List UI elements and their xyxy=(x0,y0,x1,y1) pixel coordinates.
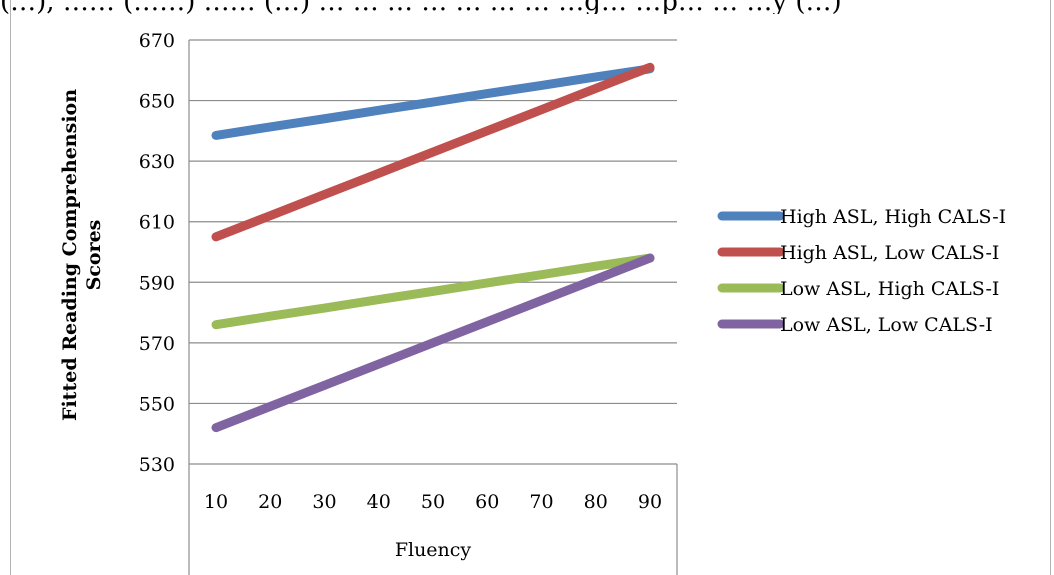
legend-label-4: Low ASL, Low CALS-I xyxy=(780,314,993,336)
x-tick-label: 20 xyxy=(258,491,282,513)
y-tick-label: 670 xyxy=(139,30,175,52)
y-tick-label: 530 xyxy=(139,454,175,476)
x-axis-title: Fluency xyxy=(395,539,472,561)
y-axis-title-line-1: Fitted Reading Comprehension xyxy=(59,89,81,421)
x-tick-label: 70 xyxy=(529,491,553,513)
y-axis-title-line-2: Scores xyxy=(83,220,105,291)
legend: High ASL, High CALS-I High ASL, Low CALS-… xyxy=(717,206,1006,336)
series-line-4 xyxy=(211,253,655,433)
caption-fragment: (…), …… (……) …… (…) … … … … … … … …g… …p… xyxy=(0,0,1054,14)
y-tick-label: 570 xyxy=(139,333,175,355)
legend-label-1: High ASL, High CALS-I xyxy=(780,206,1006,228)
legend-label-2: High ASL, Low CALS-I xyxy=(780,242,999,264)
y-tick-label: 650 xyxy=(139,91,175,113)
y-tick-label: 590 xyxy=(139,272,175,294)
series-line-2 xyxy=(211,62,655,242)
y-tick-label: 610 xyxy=(139,212,175,234)
x-tick-label: 90 xyxy=(638,491,662,513)
y-tick-labels: 530 550 570 590 610 630 650 670 xyxy=(139,30,175,476)
chart-border xyxy=(10,0,1051,575)
series-line-1 xyxy=(211,64,655,140)
x-tick-label: 60 xyxy=(475,491,499,513)
series-lines xyxy=(211,62,655,433)
y-axis-title: Fitted Reading Comprehension Scores xyxy=(59,89,105,421)
y-tick-label: 550 xyxy=(139,393,175,415)
y-tick-label: 630 xyxy=(139,151,175,173)
x-tick-labels: 10 20 30 40 50 60 70 80 90 xyxy=(204,491,662,513)
series-line-3 xyxy=(211,253,655,330)
x-tick-label: 10 xyxy=(204,491,228,513)
x-tick-label: 30 xyxy=(312,491,336,513)
x-tick-label: 50 xyxy=(421,491,445,513)
x-tick-label: 40 xyxy=(367,491,391,513)
legend-label-3: Low ASL, High CALS-I xyxy=(780,278,999,300)
x-tick-label: 80 xyxy=(584,491,608,513)
